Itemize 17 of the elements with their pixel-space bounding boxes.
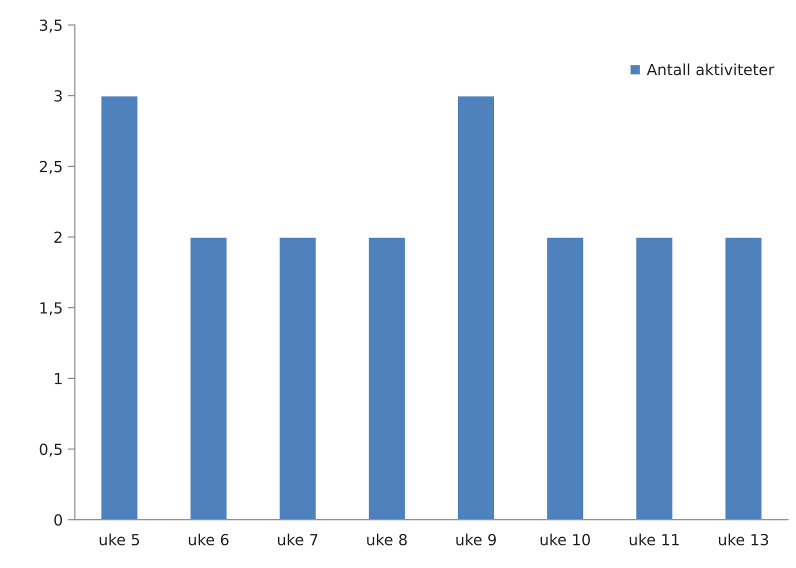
y-tick-label: 0,5 <box>40 444 62 457</box>
legend-label: Antall aktiviteter <box>646 63 774 76</box>
x-tick-label: uke 10 <box>540 534 590 546</box>
y-tick-label: 1,5 <box>40 302 62 316</box>
y-tick-label: 3,5 <box>40 19 62 33</box>
y-tick-label: 2 <box>54 231 62 243</box>
y-tick-label: 3 <box>54 90 62 102</box>
y-tick-label: 0 <box>54 514 62 526</box>
x-tick-label: uke 11 <box>630 534 679 546</box>
x-tick-label: uke 9 <box>456 534 496 546</box>
x-tick-label: uke 8 <box>367 534 407 546</box>
y-tick-label: 1 <box>54 373 62 384</box>
x-tick-label: uke 6 <box>188 534 229 546</box>
x-tick-label: uke 13 <box>718 534 768 546</box>
y-tick-label: 2,5 <box>40 160 62 174</box>
x-tick-label: uke 7 <box>278 534 318 546</box>
x-tick-label: uke 5 <box>100 534 140 546</box>
